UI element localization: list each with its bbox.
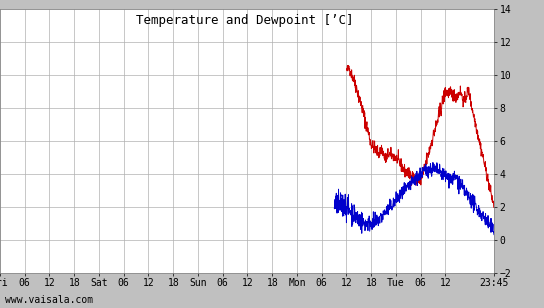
Text: Temperature and Dewpoint [’C]: Temperature and Dewpoint [’C] bbox=[136, 14, 354, 27]
Text: www.vaisala.com: www.vaisala.com bbox=[5, 295, 94, 305]
